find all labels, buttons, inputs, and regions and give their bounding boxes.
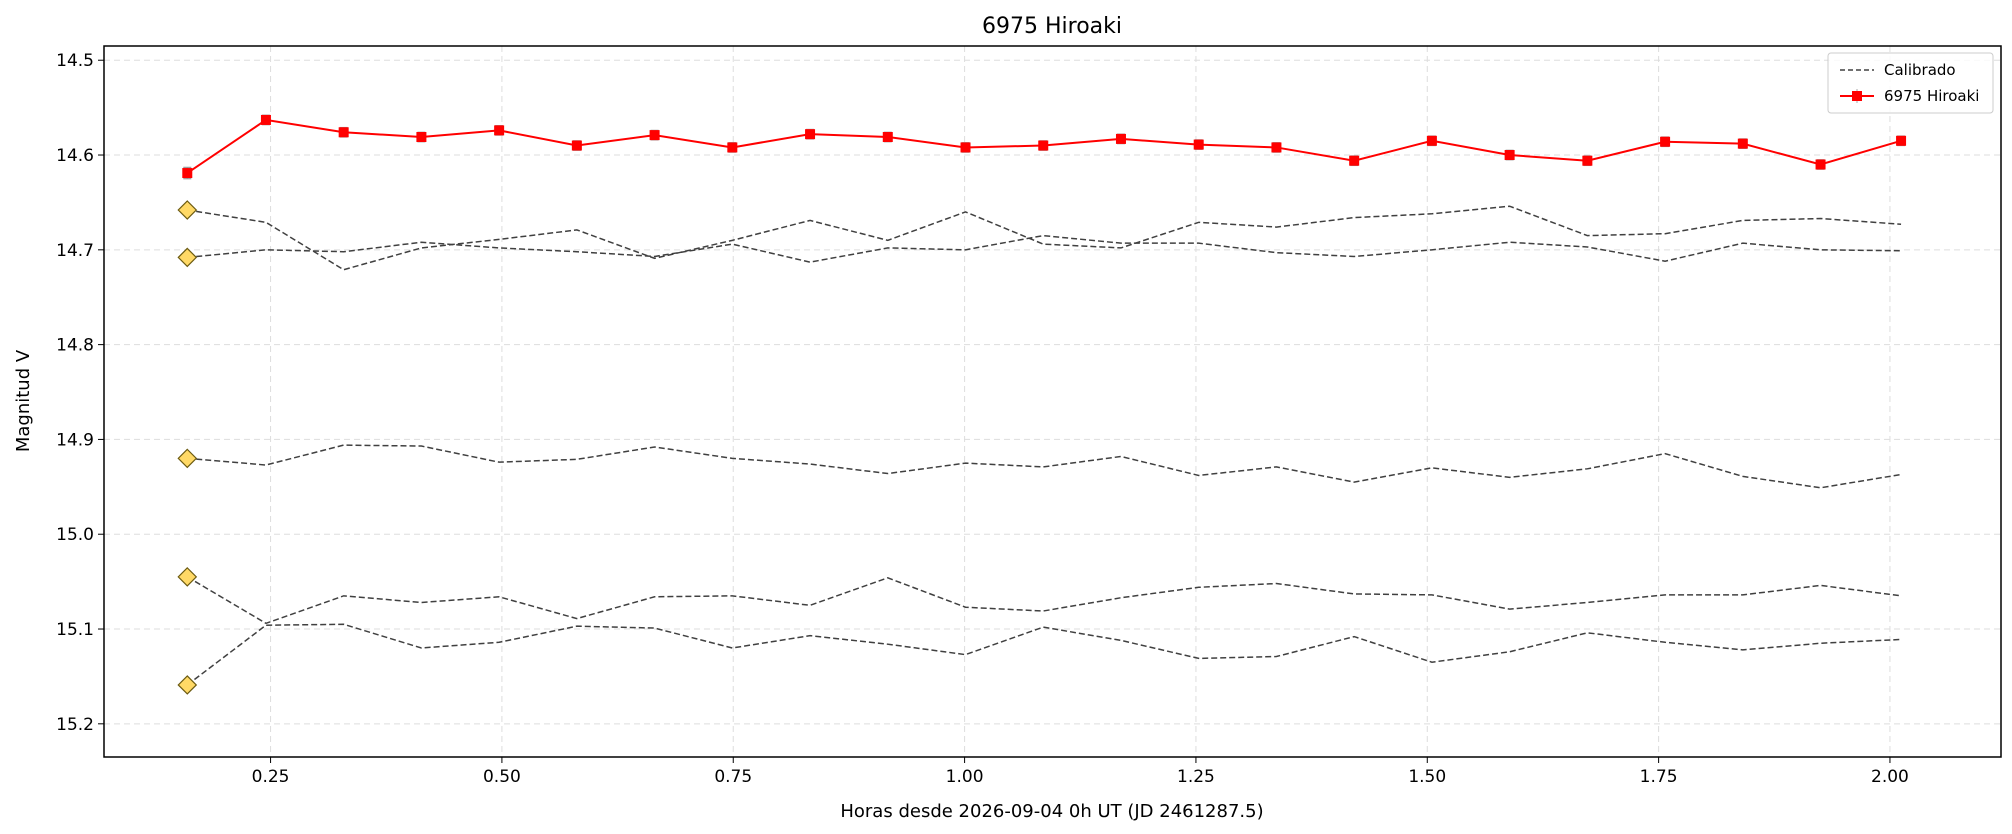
marker-layer [177,200,198,695]
hiroaki-data-point [1038,140,1049,151]
series-layer [182,114,1907,686]
y-tick-label: 15.1 [56,620,94,640]
hiroaki-data-point [338,127,349,138]
hiroaki-data-point [805,129,816,140]
plot-frame [103,45,2002,758]
calibrado-series-line [187,234,1902,263]
hiroaki-data-point [416,132,427,143]
comparison-star-marker [177,567,198,587]
calibrado-series-line [187,205,1902,271]
y-tick-label: 15.2 [56,715,94,735]
hiroaki-data-point [1193,139,1204,150]
comparison-star-marker [177,247,198,268]
chart-title: 6975 Hiroaki [982,14,1122,39]
hiroaki-data-point [1896,135,1907,146]
x-tick-label: 1.75 [1640,767,1678,787]
hiroaki-data-point [260,114,271,125]
calibrado-series-line [186,623,1902,686]
hiroaki-data-point [182,168,193,179]
comparison-star-marker [177,448,198,469]
comparison-star-marker [177,200,198,220]
x-tick-label: 0.50 [483,767,521,787]
hiroaki-data-point [1349,155,1360,166]
x-tick-label: 1.25 [1177,767,1215,787]
hiroaki-data-point [882,132,893,143]
y-tick-label: 15.0 [56,525,94,545]
hiroaki-data-point [1582,155,1593,166]
hiroaki-data-point [1815,159,1826,170]
legend: Calibrado 6975 Hiroaki [1827,52,1994,114]
legend-label-hiroaki: 6975 Hiroaki [1884,87,1979,105]
y-axis-ticks: 14.5 14.6 14.7 14.8 14.9 15.0 15.1 15.2 [56,51,104,735]
y-tick-label: 14.7 [56,241,94,261]
hiroaki-data-point [649,130,660,141]
y-tick-label: 14.8 [56,336,94,356]
grid [104,46,2001,757]
x-tick-label: 0.75 [714,767,752,787]
y-tick-label: 14.9 [56,430,94,450]
legend-label-calibrado: Calibrado [1884,61,1956,79]
hiroaki-data-point [1737,138,1748,149]
hiroaki-data-point [571,140,582,151]
hiroaki-data-point [1271,142,1282,153]
hiroaki-data-point [727,142,738,153]
hiroaki-data-point [1660,136,1671,147]
comparison-star-marker [177,675,198,695]
x-tick-label: 1.50 [1408,767,1446,787]
hiroaki-data-point [494,125,505,136]
calibrado-series-line [187,444,1902,489]
legend-marker-hiroaki [1852,91,1862,101]
hiroaki-data-point [1426,135,1437,146]
y-axis-label: Magnitud V [13,349,34,452]
y-tick-label: 14.6 [56,146,94,166]
hiroaki-data-point [1504,150,1515,161]
x-axis-ticks: 0.25 0.50 0.75 1.00 1.25 1.50 1.75 2.00 [252,757,1909,787]
legend-box [1827,52,1994,114]
y-tick-label: 14.5 [56,51,94,71]
x-tick-label: 1.00 [946,767,984,787]
hiroaki-data-point [960,142,971,153]
hiroaki-data-point [1115,133,1126,144]
x-tick-label: 2.00 [1871,767,1909,787]
x-axis-label: Horas desde 2026-09-04 0h UT (JD 2461287… [840,801,1263,822]
x-tick-label: 0.25 [252,767,290,787]
